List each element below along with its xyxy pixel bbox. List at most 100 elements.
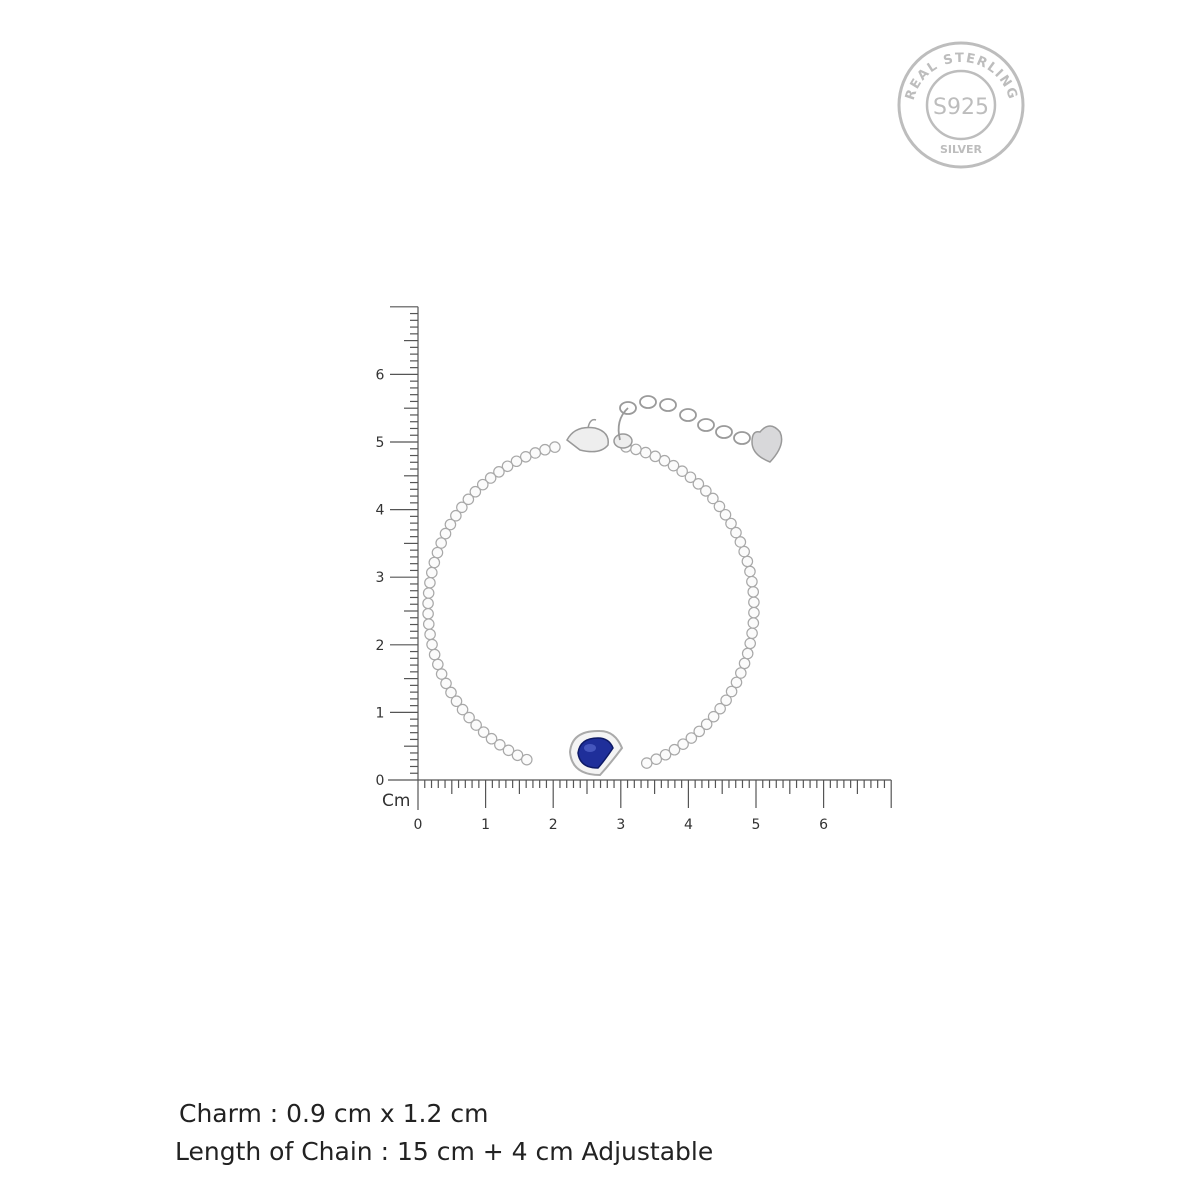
chain-stone <box>713 500 726 513</box>
x-tick-label: 1 <box>481 817 490 833</box>
chain-stone <box>462 493 475 506</box>
chain-stone <box>747 586 760 598</box>
chain-stone <box>730 676 743 689</box>
chain-stone <box>676 465 688 478</box>
charm-size-spec: Charm : 0.9 cm x 1.2 cm <box>179 1099 489 1128</box>
chain-stone <box>735 667 747 679</box>
chain-stone <box>668 743 681 756</box>
extender-link <box>659 398 677 412</box>
chain-stone <box>519 451 532 463</box>
x-tick-label: 3 <box>616 817 625 833</box>
chain-stone <box>494 738 506 751</box>
chain-stone <box>692 478 705 490</box>
chain-stone <box>639 446 652 459</box>
chain-stone <box>456 501 468 514</box>
chain-stone <box>422 597 434 610</box>
chain-stone <box>444 518 457 531</box>
chain-stone <box>510 455 523 468</box>
chain-stone <box>485 732 498 745</box>
chain-stone <box>450 695 463 708</box>
chain-stone <box>476 478 489 491</box>
x-tick-label: 2 <box>549 817 558 833</box>
chain-stone <box>502 744 515 757</box>
chain-stone <box>630 443 642 456</box>
chain-length-spec: Length of Chain : 15 cm + 4 cm Adjustabl… <box>175 1137 714 1166</box>
heart-charm <box>751 425 783 463</box>
chain-stone <box>426 638 438 651</box>
chain-stone <box>667 459 680 472</box>
extender-link <box>733 431 751 445</box>
chain-stone <box>440 677 452 690</box>
chain-stone <box>493 466 505 478</box>
chain-stone <box>746 627 758 640</box>
seal-bottom-text: SILVER <box>940 143 983 156</box>
measurement-ruler <box>388 306 892 810</box>
y-tick-label: 2 <box>376 638 385 654</box>
chain-stone <box>501 460 514 473</box>
chain-stone <box>650 753 663 765</box>
chain-stone <box>428 648 441 661</box>
x-tick-label: 0 <box>414 817 423 833</box>
chain-stone <box>747 617 760 629</box>
chain-stone <box>426 566 438 579</box>
chain-stone <box>744 637 756 650</box>
chain-stone <box>431 546 444 559</box>
chain-stone <box>435 668 448 680</box>
chain-stone <box>520 753 533 766</box>
chain-stone <box>445 686 457 699</box>
extender-link <box>617 407 629 441</box>
extender-link <box>619 401 637 415</box>
chain-stone <box>484 472 497 484</box>
chain-stone <box>700 485 712 497</box>
extender-link <box>697 418 715 432</box>
chain-stone <box>707 492 719 505</box>
chain-stone <box>470 719 482 731</box>
chain-stone <box>435 537 447 549</box>
chain-stone <box>738 545 750 558</box>
unit-label: Cm <box>382 791 410 811</box>
chain-stone <box>658 454 671 467</box>
lobster-clasp <box>566 418 633 453</box>
chain-stone <box>529 447 542 459</box>
chain-stone <box>707 710 720 723</box>
y-tick-label: 6 <box>376 367 385 383</box>
y-tick-label: 1 <box>376 705 385 721</box>
y-tick-label: 3 <box>376 570 385 586</box>
chain-stone <box>748 596 760 609</box>
chain-stone <box>432 658 444 671</box>
chain-stone <box>424 628 436 641</box>
chain-stone <box>511 749 524 762</box>
extender-link <box>639 395 657 409</box>
chain-stone <box>640 757 653 769</box>
y-tick-label: 4 <box>376 503 385 519</box>
chain-stone <box>549 441 561 453</box>
x-tick-label: 5 <box>752 817 761 833</box>
chain-stone <box>463 711 475 724</box>
y-tick-label: 5 <box>376 435 385 451</box>
extender-link <box>715 425 733 439</box>
chain-stone <box>719 508 732 521</box>
tennis-chain <box>422 441 760 769</box>
chain-stone <box>477 726 490 738</box>
chain-stone <box>677 738 689 750</box>
chain-stone <box>456 703 469 716</box>
pear-gemstone-charm <box>568 729 624 777</box>
chain-stone <box>422 587 435 599</box>
chain-stone <box>746 575 758 588</box>
chain-stone <box>700 718 713 731</box>
chain-stone <box>720 694 732 707</box>
chain-stone <box>741 555 754 568</box>
chain-stone <box>439 527 452 540</box>
chain-stone <box>748 606 760 619</box>
chain-stone <box>469 485 482 498</box>
chain-stone <box>734 536 747 548</box>
chain-stone <box>450 509 462 522</box>
x-tick-label: 6 <box>819 817 828 833</box>
chain-stone <box>738 657 751 670</box>
chain-stone <box>741 647 754 660</box>
extender-link <box>679 408 697 422</box>
sterling-silver-seal: REAL STERLING S925 SILVER <box>897 41 1025 169</box>
seal-center-text: S925 <box>933 95 989 120</box>
